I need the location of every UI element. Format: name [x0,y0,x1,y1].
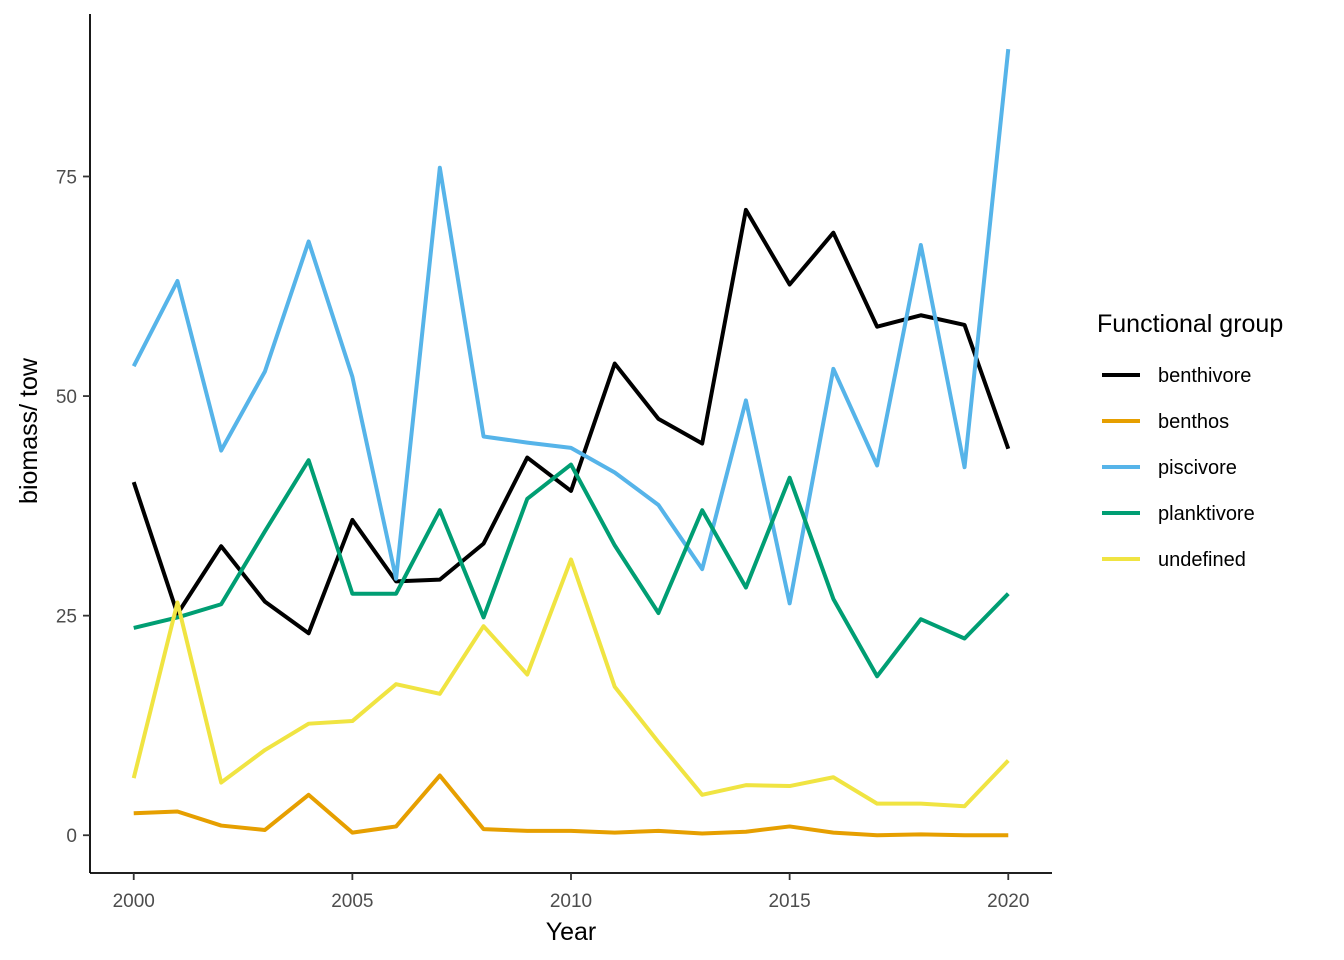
x-tick-label-2010: 2010 [550,891,592,912]
y-tick-label-50: 50 [56,387,77,408]
legend-items: benthivore benthos piscivore planktivore und… [1102,365,1255,571]
legend-label-benthos: benthos [1158,411,1229,433]
legend-title: Functional group [1097,310,1283,338]
series-line-undefined [131,557,1010,809]
series-line-piscivore [131,48,1011,606]
y-tick-label-25: 25 [56,607,77,628]
x-axis-ticks: 2000 2005 2010 2015 2020 [113,873,1029,912]
legend-label-piscivore: piscivore [1158,457,1237,479]
y-tick-label-0: 0 [66,826,77,847]
series-layer [131,48,1011,838]
series-line-planktivore [133,458,1010,679]
legend-item-benthivore: benthivore [1102,365,1251,387]
x-tick-label-2015: 2015 [768,891,810,912]
legend-label-benthivore: benthivore [1158,365,1251,387]
y-tick-label-75: 75 [56,167,77,188]
y-axis-ticks: 0 25 50 75 [56,167,90,847]
legend-item-piscivore: piscivore [1102,457,1237,479]
legend-label-undefined: undefined [1158,549,1246,571]
series-line-benthivore [131,207,1011,636]
series-line-benthos [133,773,1009,838]
legend: Functional group benthivore benthos pisciv… [1097,310,1283,571]
legend-label-planktivore: planktivore [1158,503,1255,525]
plot-area [131,48,1011,838]
legend-item-planktivore: planktivore [1102,503,1255,525]
y-axis-title: biomass/ tow [15,357,43,504]
legend-item-undefined: undefined [1102,549,1246,571]
legend-item-benthos: benthos [1102,411,1229,433]
x-tick-label-2005: 2005 [331,891,373,912]
x-tick-label-2000: 2000 [113,891,155,912]
x-axis-title: Year [546,918,597,946]
x-tick-label-2020: 2020 [987,891,1029,912]
